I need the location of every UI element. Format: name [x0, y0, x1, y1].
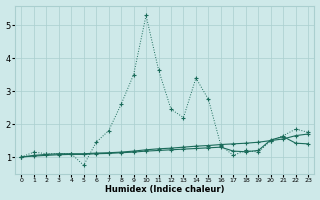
X-axis label: Humidex (Indice chaleur): Humidex (Indice chaleur) [105, 185, 225, 194]
